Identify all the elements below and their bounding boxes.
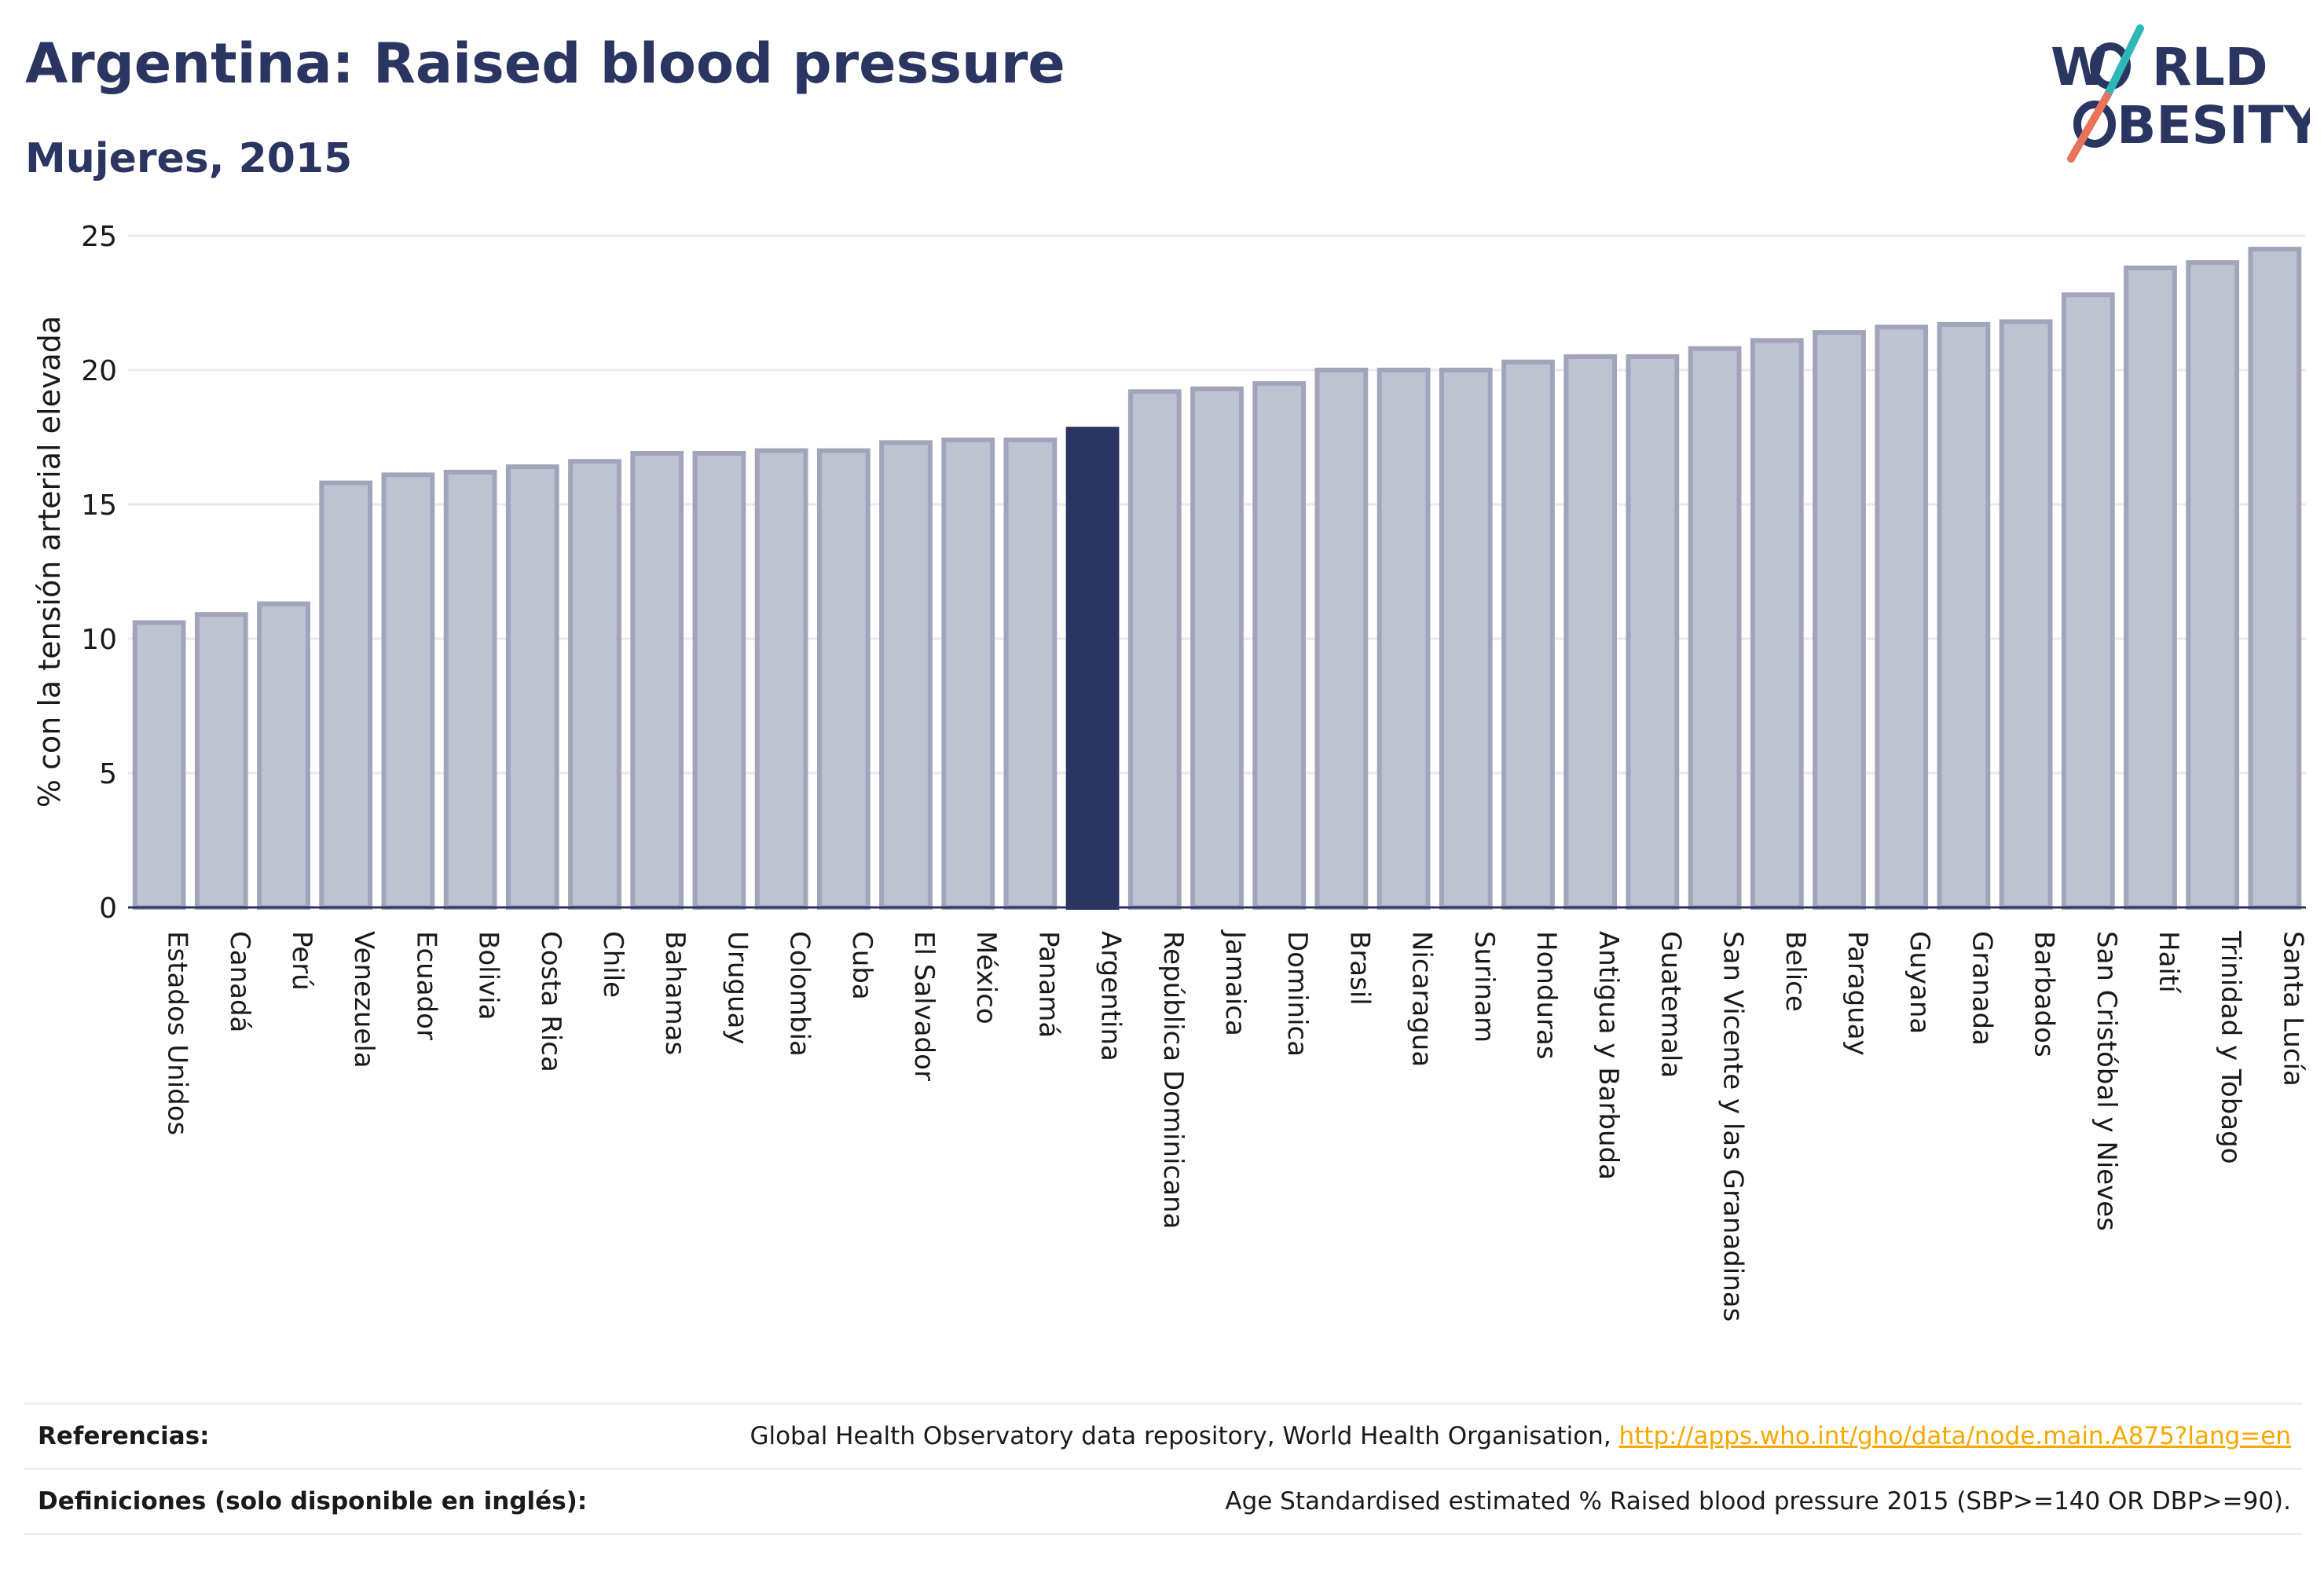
x-tick-label: Haití (2153, 931, 2184, 994)
x-tick-label: Perú (286, 931, 317, 991)
x-tick-label: México (970, 931, 1002, 1024)
bar-12[interactable] (879, 440, 933, 910)
references-value: Global Health Observatory data repositor… (750, 1422, 2302, 1450)
chart-subtitle: Mujeres, 2015 (25, 135, 353, 182)
y-tick-label: 5 (99, 758, 117, 790)
logo-slash-teal (2103, 24, 2144, 100)
footer: Referencias: Global Health Observatory d… (24, 1402, 2302, 1535)
bar-22[interactable] (1501, 359, 1555, 910)
bar-21[interactable] (1439, 368, 1493, 910)
y-tick-label: 25 (81, 221, 117, 253)
x-tick-label: Barbados (2029, 931, 2060, 1057)
definitions-text: Age Standardised estimated % Raised bloo… (1225, 1487, 2291, 1516)
x-tick-label: Guatemala (1655, 931, 1686, 1078)
bar-27[interactable] (1813, 330, 1866, 910)
bar-26[interactable] (1750, 338, 1804, 910)
x-tick-label: Nicaragua (1406, 931, 1438, 1067)
definitions-label: Definiciones (solo disponible en inglés)… (38, 1487, 588, 1516)
bar-24[interactable] (1626, 354, 1680, 910)
x-tick-label: Chile (597, 931, 629, 998)
bar-9[interactable] (692, 451, 746, 910)
axes: 0 5 10 15 20 25 (81, 221, 2306, 925)
x-tick-label: Trinidad y Tobago (2215, 930, 2246, 1164)
bar-0[interactable] (132, 620, 186, 910)
x-tick-label: Argentina (1095, 931, 1127, 1061)
x-tick-label: Antigua y Barbuda (1593, 931, 1624, 1180)
x-tick-label: Santa Lucía (2277, 931, 2308, 1087)
world-obesity-logo: WORLD OBESITY (2051, 24, 2310, 163)
bar-32[interactable] (2124, 266, 2177, 911)
y-tick-label: 0 (99, 892, 117, 925)
bar-14[interactable] (1003, 437, 1058, 910)
bar-34[interactable] (2248, 247, 2302, 911)
bar-13[interactable] (941, 437, 995, 910)
bar-23[interactable] (1563, 354, 1618, 910)
logo-o2-shape (2073, 101, 2116, 148)
x-tick-label: Costa Rica (535, 931, 566, 1072)
references-link[interactable]: http://apps.who.int/gho/data/node.main.A… (1618, 1422, 2291, 1450)
x-tick-label: El Salvador (908, 931, 940, 1081)
bar-8[interactable] (630, 451, 684, 910)
x-tick-label: Uruguay (721, 931, 753, 1045)
x-tick-label: Honduras (1530, 931, 1562, 1060)
x-tick-label: Colombia (784, 931, 816, 1057)
bar-11[interactable] (816, 448, 871, 910)
x-tick-label: Venezuela (348, 931, 379, 1068)
x-tick-label: Paraguay (1842, 931, 1873, 1056)
x-tick-label: San Cristóbal y Nieves (2091, 931, 2122, 1231)
bar-30[interactable] (1999, 319, 2053, 910)
bar-25[interactable] (1688, 346, 1742, 910)
bar-28[interactable] (1875, 324, 1929, 910)
logo-text-world: WORLD (2051, 37, 2268, 97)
bar-10[interactable] (754, 448, 808, 910)
bar-15[interactable] (1065, 427, 1120, 910)
bars (132, 247, 2302, 911)
bar-7[interactable] (568, 459, 621, 910)
references-text: Global Health Observatory data repositor… (750, 1422, 1619, 1450)
bar-2[interactable] (257, 601, 310, 910)
bar-20[interactable] (1376, 368, 1431, 910)
x-tick-label: Granada (1966, 931, 1997, 1046)
bar-16[interactable] (1127, 389, 1182, 910)
x-tick-label: Guyana (1904, 931, 1935, 1034)
chart-title: Argentina: Raised blood pressure (25, 31, 1065, 96)
definitions-row: Definiciones (solo disponible en inglés)… (24, 1468, 2302, 1535)
bar-17[interactable] (1190, 386, 1244, 910)
references-label: Referencias: (38, 1422, 210, 1450)
bar-19[interactable] (1314, 368, 1369, 910)
y-axis-label: % con la tensión arterial elevada (32, 316, 67, 808)
category-labels: Estados Unidos Canadá Perú Venezuela Ecuador… (162, 929, 2309, 1321)
bar-4[interactable] (381, 472, 435, 910)
x-tick-label: República Dominicana (1157, 931, 1189, 1229)
x-tick-label: Brasil (1343, 931, 1375, 1006)
x-tick-label: Canadá (224, 931, 255, 1032)
bar-29[interactable] (1937, 321, 1991, 910)
x-tick-label: Cuba (846, 931, 878, 1000)
y-tick-label: 15 (81, 489, 117, 522)
x-tick-label: Jamaica (1219, 929, 1251, 1036)
bar-18[interactable] (1252, 381, 1307, 911)
y-tick-label: 10 (81, 624, 117, 656)
logo-slash-coral (2067, 92, 2111, 163)
references-row: Referencias: Global Health Observatory d… (24, 1402, 2302, 1468)
x-tick-label: Ecuador (410, 931, 442, 1040)
bar-33[interactable] (2186, 260, 2240, 910)
bar-31[interactable] (2061, 292, 2115, 910)
bar-5[interactable] (443, 469, 497, 910)
x-tick-label: Belice (1780, 931, 1811, 1012)
x-tick-label: Dominica (1281, 931, 1313, 1057)
x-tick-label: Bolivia (473, 931, 504, 1020)
x-tick-label: Bahamas (659, 931, 691, 1055)
x-tick-label: Estados Unidos (162, 931, 193, 1135)
bar-chart: 0 5 10 15 20 25 Estados Unidos Canadá Perú Venez… (32, 221, 2309, 1321)
x-tick-label: Surinam (1468, 931, 1500, 1043)
x-tick-label: San Vicente y las Granadinas (1717, 931, 1749, 1321)
y-tick-label: 20 (81, 355, 117, 387)
bar-3[interactable] (319, 480, 373, 910)
bar-6[interactable] (505, 464, 559, 910)
bar-1[interactable] (194, 612, 248, 910)
x-tick-label: Panamá (1032, 931, 1064, 1038)
